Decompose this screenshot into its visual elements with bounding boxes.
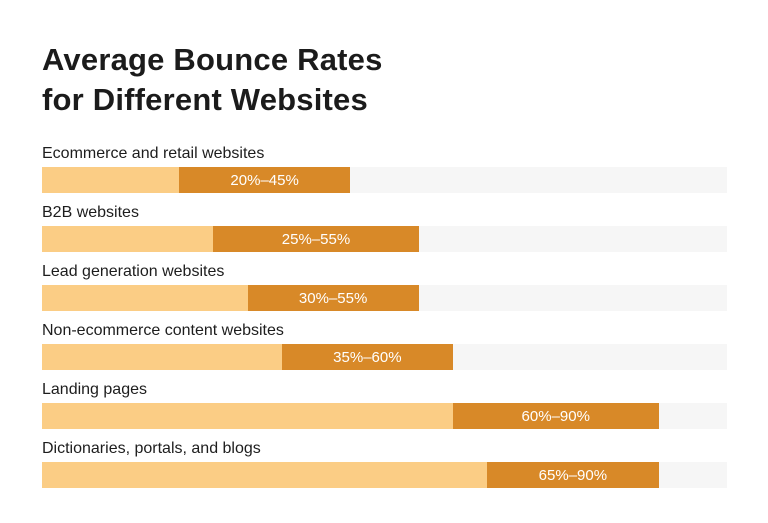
bar-range-segment: 65%–90% [487,462,659,488]
category-label: Lead generation websites [42,263,225,280]
range-value-label: 30%–55% [298,289,368,307]
bar-track: 30%–55% [42,285,727,311]
bar-low-segment [42,344,282,370]
category-label: Ecommerce and retail websites [42,145,265,162]
bar-track: 25%–55% [42,226,727,252]
category-label: B2B websites [42,204,139,221]
bar-low-segment [42,226,214,252]
chart-row: Ecommerce and retail websites 20%–45% [42,141,727,193]
category-label: Non-ecommerce content websites [42,322,284,339]
bar-range-segment: 30%–55% [247,285,419,311]
bar-track: 65%–90% [42,462,727,488]
chart-row: Non-ecommerce content websites 35%–60% [42,318,727,370]
bar-low-segment [42,285,248,311]
bar-track: 35%–60% [42,344,727,370]
bar-low-segment [42,167,179,193]
range-value-label: 20%–45% [230,171,299,189]
bar-range-segment: 25%–55% [213,226,419,252]
bar-range-segment: 35%–60% [281,344,453,370]
range-value-label: 65%–90% [538,466,608,484]
category-label: Landing pages [42,381,147,398]
range-value-label: 25%–55% [281,230,351,248]
range-value-label: 60%–90% [521,407,590,425]
bar-chart: Ecommerce and retail websites 20%–45% B2… [42,141,727,488]
category-label: Dictionaries, portals, and blogs [42,440,261,457]
bar-low-segment [42,403,453,429]
bar-low-segment [42,462,488,488]
chart-row: Dictionaries, portals, and blogs 65%–90% [42,436,727,488]
bar-track: 60%–90% [42,403,727,429]
chart-title-line1: Average Bounce Rates [42,42,383,77]
range-value-label: 35%–60% [333,348,402,366]
bar-range-segment: 20%–45% [179,167,351,193]
chart-title-line2: for Different Websites [42,82,368,117]
bar-range-segment: 60%–90% [453,403,659,429]
chart-row: Lead generation websites 30%–55% [42,259,727,311]
chart-row: B2B websites 25%–55% [42,200,727,252]
chart-row: Landing pages 60%–90% [42,377,727,429]
chart-title: Average Bounce Rates for Different Websit… [42,40,727,120]
bar-track: 20%–45% [42,167,727,193]
